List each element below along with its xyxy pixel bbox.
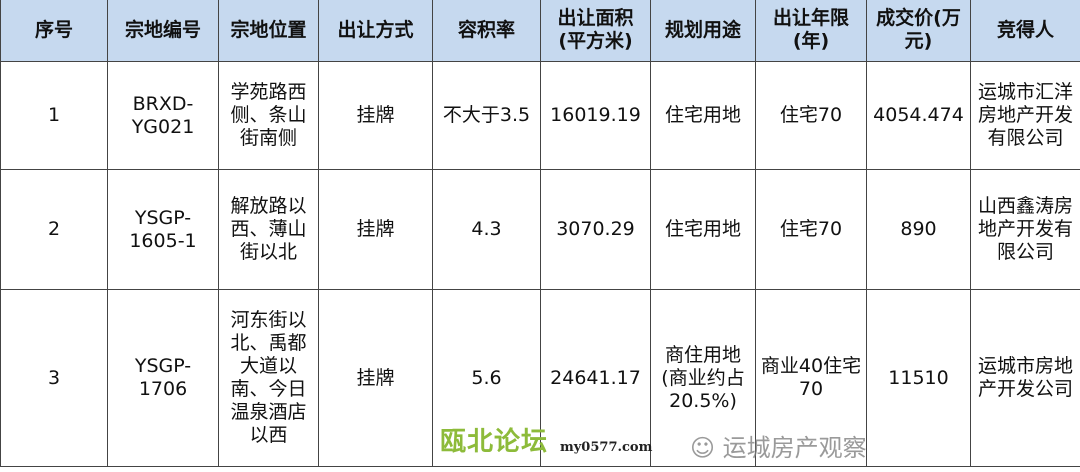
table-cell: 24641.17 [540,289,651,467]
forum-watermark: 瓯北论坛 [440,427,549,457]
table-row: 3 YSGP-1706 河东街以北、禹都大道以南、今日温泉酒店以西 挂牌 5.6 2464… [0,289,1080,467]
table-cell: 5.6 [432,289,541,467]
table-cell: 河东街以北、禹都大道以南、今日温泉酒店以西 [218,289,319,467]
table-cell: 商住用地(商业约占20.5%) [650,289,756,467]
table-cell: 11510 [866,289,971,467]
table-cell: 山西鑫涛房地产开发有限公司 [970,169,1080,290]
table-cell: 1 [0,61,108,170]
table-cell: 2 [0,169,108,290]
table-cell: 运城市汇洋房地产开发有限公司 [970,61,1080,170]
column-header: 规划用途 [650,0,756,62]
table-cell: 挂牌 [318,289,433,467]
account-name: 运城房产观察 [722,434,867,462]
table-cell: 住宅用地 [650,169,756,290]
column-header: 容积率 [432,0,541,62]
table-cell: 商业40住宅70 [755,289,867,467]
table-cell: 不大于3.5 [432,61,541,170]
table-cell: 挂牌 [318,169,433,290]
table-cell: 16019.19 [540,61,651,170]
account-watermark: ☺ 运城房产观察 [690,434,867,462]
column-header: 竞得人 [970,0,1080,62]
header-row: 序号 宗地编号 宗地位置 出让方式 容积率 出让面积(平方米) 规划用途 出让年限(年) 成交价… [0,0,1080,62]
forum-url-watermark: my0577.com [560,440,653,455]
table-cell: 住宅用地 [650,61,756,170]
table-cell: 住宅70 [755,61,867,170]
column-header: 出让方式 [318,0,433,62]
table-row: 2 YSGP-1605-1 解放路以西、薄山街以北 挂牌 4.3 3070.29 住宅用地住… [0,169,1080,290]
table-cell: 3070.29 [540,169,651,290]
table-cell: BRXD-YG021 [107,61,219,170]
table-cell: 890 [866,169,971,290]
table-cell: 运城市房地产开发公司 [970,289,1080,467]
column-header: 宗地编号 [107,0,219,62]
table-cell: 住宅70 [755,169,867,290]
table-cell: 学苑路西侧、条山街南侧 [218,61,319,170]
table-cell: YSGP-1605-1 [107,169,219,290]
column-header: 宗地位置 [218,0,319,62]
column-header: 序号 [0,0,108,62]
column-header: 出让面积(平方米) [540,0,651,62]
table-cell: 3 [0,289,108,467]
table-cell: 解放路以西、薄山街以北 [218,169,319,290]
table-cell: 挂牌 [318,61,433,170]
column-header: 成交价(万元) [866,0,971,62]
table-cell: 4.3 [432,169,541,290]
table-cell: 4054.474 [866,61,971,170]
table-cell: YSGP-1706 [107,289,219,467]
table-row: 1 BRXD-YG021 学苑路西侧、条山街南侧 挂牌 不大于3.5 16019.19 住宅… [0,61,1080,170]
wechat-icon: ☺ [690,434,723,462]
column-header: 出让年限(年) [755,0,867,62]
